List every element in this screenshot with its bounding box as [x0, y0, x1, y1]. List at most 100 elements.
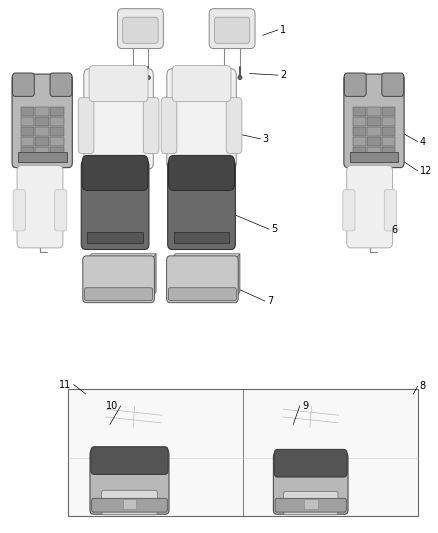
FancyBboxPatch shape — [283, 491, 338, 515]
FancyBboxPatch shape — [13, 190, 25, 231]
FancyBboxPatch shape — [117, 9, 163, 49]
Bar — [306, 427, 314, 433]
Bar — [50, 117, 64, 126]
Bar — [304, 499, 318, 509]
Bar — [68, 389, 418, 516]
FancyBboxPatch shape — [382, 73, 404, 96]
FancyBboxPatch shape — [344, 73, 366, 96]
FancyBboxPatch shape — [143, 98, 159, 154]
Ellipse shape — [212, 74, 229, 96]
Ellipse shape — [91, 74, 108, 96]
Bar — [381, 127, 396, 136]
Polygon shape — [170, 254, 240, 260]
Bar — [18, 152, 67, 162]
FancyBboxPatch shape — [123, 17, 158, 43]
Bar — [129, 427, 137, 433]
FancyBboxPatch shape — [167, 69, 236, 169]
Bar — [21, 107, 35, 116]
FancyBboxPatch shape — [78, 98, 94, 154]
FancyBboxPatch shape — [168, 160, 235, 249]
FancyBboxPatch shape — [209, 9, 255, 49]
Ellipse shape — [174, 74, 191, 96]
Ellipse shape — [238, 76, 242, 79]
FancyBboxPatch shape — [384, 190, 396, 231]
Bar — [50, 137, 64, 146]
FancyBboxPatch shape — [85, 288, 152, 301]
Ellipse shape — [222, 76, 226, 79]
Bar — [353, 107, 366, 116]
Bar — [174, 232, 229, 243]
Bar — [35, 137, 49, 146]
FancyBboxPatch shape — [102, 490, 157, 515]
Bar — [21, 137, 35, 146]
Text: 7: 7 — [267, 296, 273, 306]
Bar — [381, 107, 396, 116]
Ellipse shape — [131, 76, 134, 79]
Bar — [381, 117, 396, 126]
Text: 12: 12 — [420, 166, 432, 176]
FancyBboxPatch shape — [168, 288, 237, 301]
Bar — [50, 127, 64, 136]
Bar — [367, 137, 381, 146]
Text: 10: 10 — [106, 401, 119, 411]
Bar — [35, 107, 49, 116]
FancyBboxPatch shape — [82, 156, 148, 190]
Polygon shape — [151, 254, 156, 298]
FancyBboxPatch shape — [172, 66, 231, 102]
Bar — [353, 127, 366, 136]
FancyBboxPatch shape — [12, 74, 72, 167]
Bar — [87, 232, 143, 243]
Text: 5: 5 — [272, 224, 278, 235]
Bar — [50, 147, 64, 156]
Bar — [35, 147, 49, 156]
Ellipse shape — [146, 75, 150, 79]
FancyBboxPatch shape — [215, 17, 250, 43]
Text: 6: 6 — [392, 225, 398, 236]
Bar — [381, 137, 396, 146]
Ellipse shape — [146, 76, 150, 79]
Ellipse shape — [238, 75, 242, 79]
Bar — [381, 147, 396, 156]
Bar — [123, 499, 137, 509]
FancyBboxPatch shape — [89, 66, 148, 102]
Bar — [21, 117, 35, 126]
Bar — [35, 127, 49, 136]
FancyBboxPatch shape — [347, 165, 392, 248]
FancyBboxPatch shape — [92, 498, 167, 512]
Bar — [367, 107, 381, 116]
FancyBboxPatch shape — [91, 447, 168, 474]
FancyBboxPatch shape — [83, 256, 154, 303]
Bar — [350, 152, 399, 162]
Ellipse shape — [222, 75, 226, 79]
FancyBboxPatch shape — [226, 98, 242, 154]
FancyBboxPatch shape — [277, 400, 345, 434]
Polygon shape — [86, 254, 156, 260]
FancyBboxPatch shape — [50, 73, 72, 96]
Text: 2: 2 — [280, 70, 286, 80]
FancyBboxPatch shape — [344, 74, 404, 167]
FancyBboxPatch shape — [81, 160, 149, 249]
FancyBboxPatch shape — [169, 156, 234, 190]
Ellipse shape — [131, 75, 134, 79]
Bar — [35, 117, 49, 126]
FancyBboxPatch shape — [84, 69, 153, 169]
Text: 11: 11 — [59, 379, 71, 390]
FancyBboxPatch shape — [274, 449, 347, 477]
Bar — [353, 117, 366, 126]
FancyBboxPatch shape — [12, 73, 34, 96]
Bar — [353, 147, 366, 156]
FancyBboxPatch shape — [100, 400, 168, 434]
FancyBboxPatch shape — [166, 256, 238, 303]
Bar — [367, 147, 381, 156]
FancyBboxPatch shape — [273, 453, 348, 514]
Bar — [367, 127, 381, 136]
Text: 3: 3 — [263, 134, 269, 144]
Text: 1: 1 — [280, 25, 286, 35]
FancyBboxPatch shape — [90, 450, 169, 514]
Bar — [353, 137, 366, 146]
Bar — [21, 147, 35, 156]
Text: 8: 8 — [420, 381, 426, 391]
FancyBboxPatch shape — [343, 190, 355, 231]
Bar — [367, 117, 381, 126]
FancyBboxPatch shape — [161, 98, 177, 154]
